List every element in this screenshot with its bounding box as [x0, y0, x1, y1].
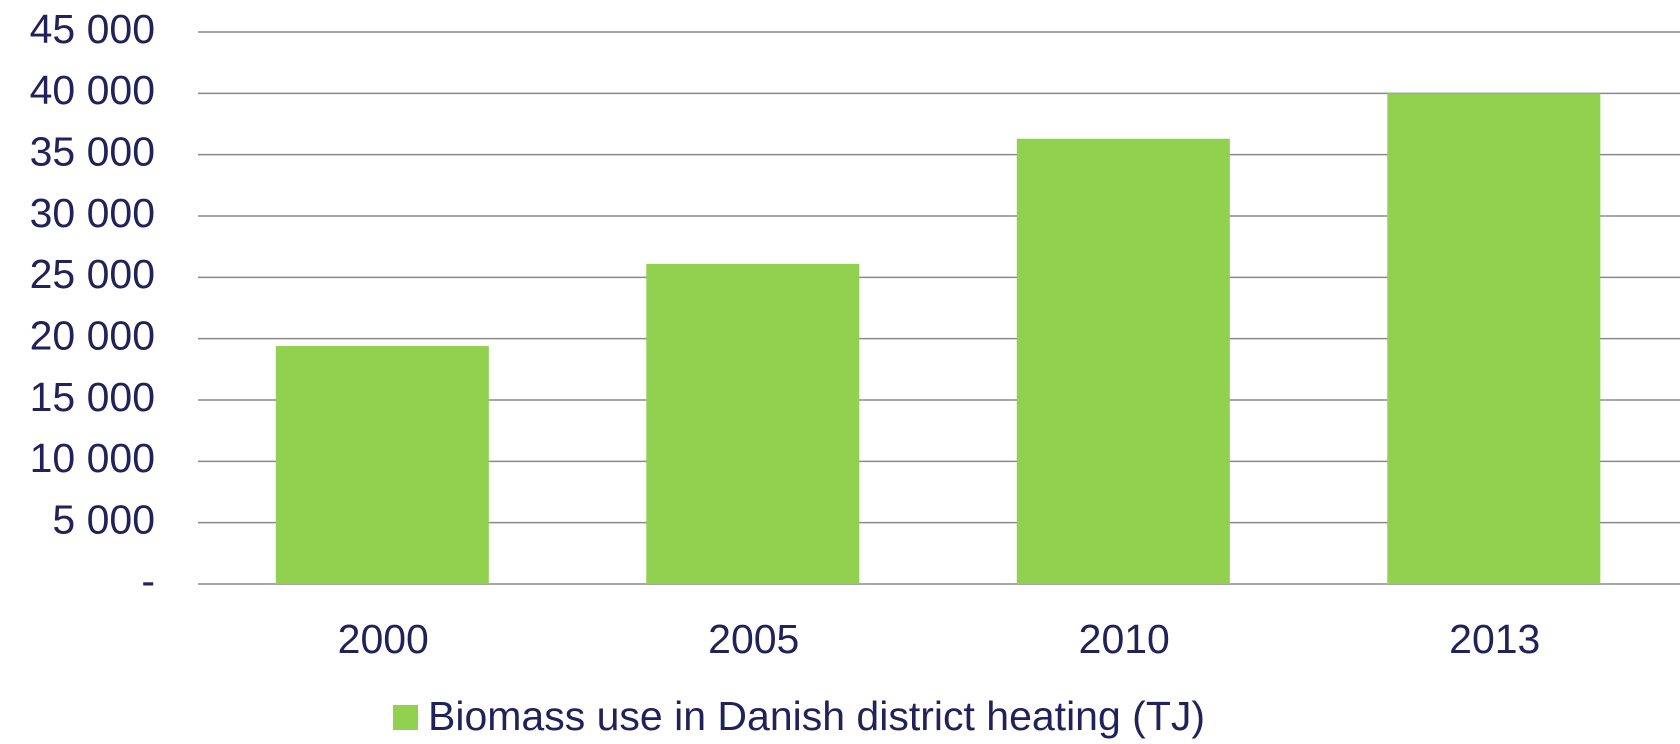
x-tick-label: 2005 [708, 616, 799, 662]
y-tick-label: 30 000 [30, 190, 155, 236]
bar [275, 346, 489, 584]
bar [646, 263, 860, 584]
x-tick-label: 2010 [1079, 616, 1170, 662]
y-tick-label: 45 000 [30, 6, 155, 52]
y-tick-label: 10 000 [30, 435, 155, 481]
y-tick-label: 35 000 [30, 128, 155, 174]
y-tick-label: - [141, 558, 155, 604]
y-tick-label: 5 000 [52, 496, 155, 542]
legend-swatch [393, 705, 418, 730]
bar [1016, 138, 1230, 584]
y-tick-label: 25 000 [30, 251, 155, 297]
y-tick-label: 40 000 [30, 67, 155, 113]
x-tick-label: 2000 [338, 616, 429, 662]
bar [1387, 93, 1601, 584]
x-tick-label: 2013 [1449, 616, 1540, 662]
y-tick-label: 20 000 [30, 312, 155, 358]
y-tick-label: 15 000 [30, 374, 155, 420]
legend-label: Biomass use in Danish district heating (… [428, 693, 1205, 739]
